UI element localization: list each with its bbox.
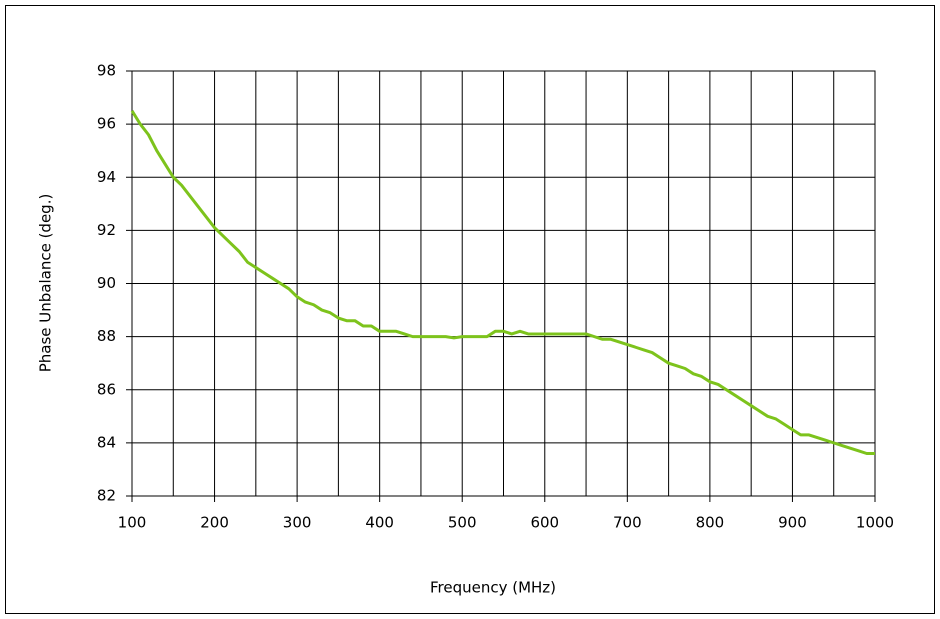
- x-tick-label: 800: [696, 514, 725, 532]
- y-tick-label: 84: [97, 433, 116, 451]
- y-tick-label: 92: [97, 221, 116, 239]
- y-tick-label: 96: [97, 115, 116, 133]
- x-tick-label: 400: [365, 514, 394, 532]
- x-axis-title: Frequency (MHz): [430, 579, 556, 597]
- y-tick-label: 94: [97, 168, 116, 186]
- x-tick-label: 1000: [856, 514, 894, 532]
- x-tick-label: 300: [283, 514, 312, 532]
- chart-border: [5, 5, 935, 614]
- y-tick-label: 98: [97, 62, 116, 80]
- y-tick-label: 86: [97, 380, 116, 398]
- plot-frame: [131, 70, 876, 497]
- x-tick-label: 100: [118, 514, 147, 532]
- x-tick-label: 900: [778, 514, 807, 532]
- y-tick-label: 90: [97, 274, 116, 292]
- y-axis-title: Phase Unbalance (deg.): [37, 194, 55, 373]
- y-tick-label: 88: [97, 327, 116, 345]
- x-tick-label: 500: [448, 514, 477, 532]
- x-tick-label: 700: [613, 514, 642, 532]
- x-tick-label: 200: [200, 514, 229, 532]
- x-tick-label: 600: [530, 514, 559, 532]
- y-tick-label: 82: [97, 487, 116, 505]
- data-line: [130, 110, 875, 455]
